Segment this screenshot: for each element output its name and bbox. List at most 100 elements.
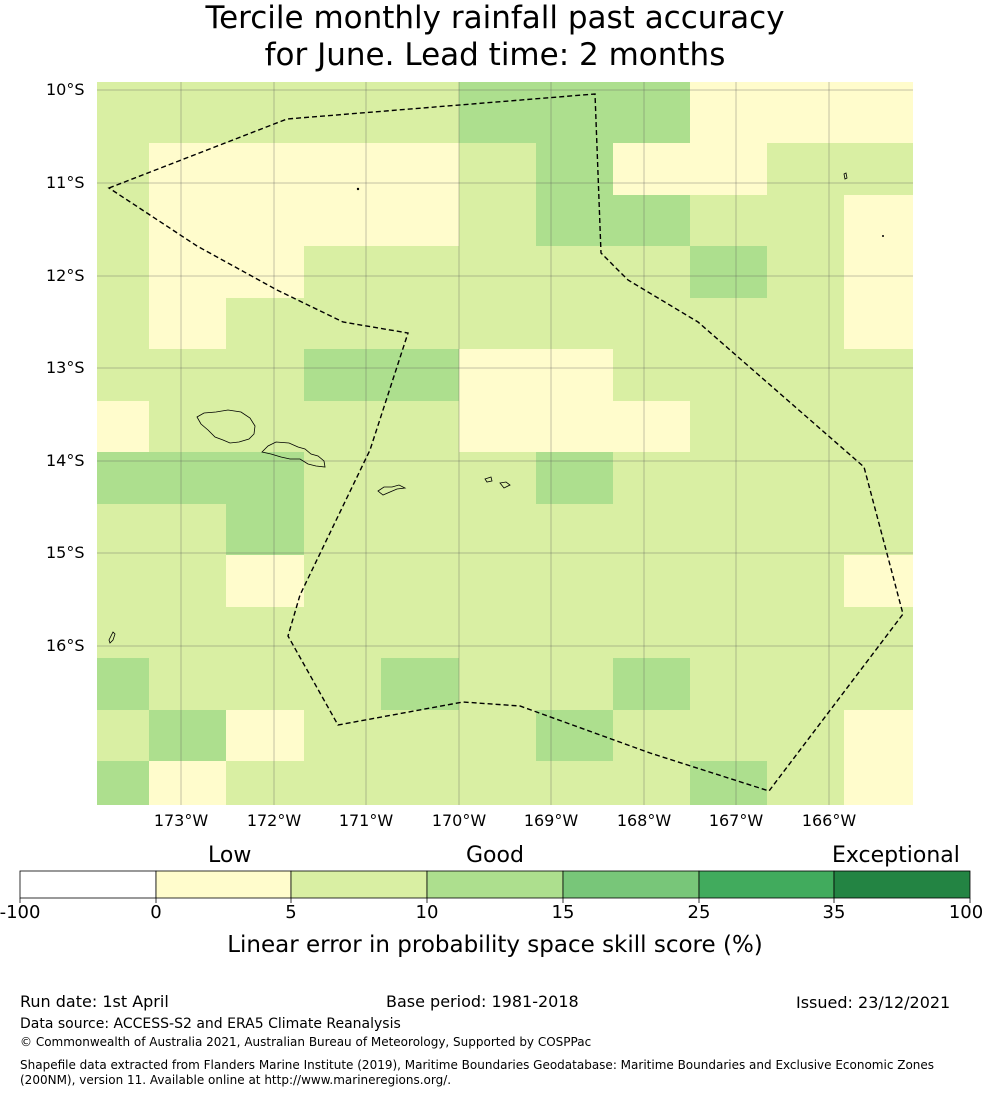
lat-label-13s: 13°S: [46, 358, 85, 377]
grid-cell: [459, 710, 536, 761]
grid-cell: [226, 246, 304, 298]
lon-label-169w: 169°W: [523, 811, 579, 830]
colorbar-segment: [562, 870, 700, 899]
colorbar-category-exceptional: Exceptional: [832, 843, 960, 868]
grid-cell: [613, 658, 690, 710]
grid-cell: [226, 195, 304, 246]
lon-label-171w: 171°W: [338, 811, 394, 830]
grid-cell: [226, 710, 304, 761]
island-upolu: [261, 441, 326, 468]
grid-cell: [536, 555, 613, 607]
skill-grid: [97, 82, 913, 805]
grid-cell: [226, 607, 304, 658]
grid-cell: [690, 246, 767, 298]
grid-cell: [459, 349, 536, 401]
grid-cell: [97, 555, 149, 607]
grid-cell: [97, 349, 149, 401]
grid-cell: [381, 607, 459, 658]
grid-cell: [149, 761, 226, 805]
lon-label-172w: 172°W: [246, 811, 302, 830]
grid-cell: [844, 452, 913, 504]
grid-cell: [844, 555, 913, 607]
grid-cell: [613, 349, 690, 401]
grid-cell: [304, 298, 381, 349]
colorbar-segment: [19, 870, 157, 899]
colorbar-tick-label: -100: [0, 902, 41, 923]
title-line-1: Tercile monthly rainfall past accuracy: [205, 0, 785, 36]
lat-label-16s: 16°S: [46, 636, 85, 655]
grid-cell: [844, 82, 913, 143]
grid-cell: [97, 452, 149, 504]
grid-cell: [304, 504, 381, 555]
colorbar-tick-label: 5: [285, 902, 297, 923]
grid-cell: [613, 143, 690, 195]
grid-cell: [690, 349, 767, 401]
grid-cell: [381, 82, 459, 143]
lat-label-11s: 11°S: [46, 173, 85, 192]
grid-cell: [536, 195, 613, 246]
grid-cell: [304, 401, 381, 452]
grid-cell: [149, 401, 226, 452]
grid-cell: [304, 349, 381, 401]
grid-cell: [536, 298, 613, 349]
lon-label-166w: 166°W: [801, 811, 857, 830]
grid-cell: [459, 452, 536, 504]
grid-cell: [381, 298, 459, 349]
colorbar-segment: [833, 870, 971, 899]
grid-cell: [381, 195, 459, 246]
grid-cell: [767, 246, 844, 298]
grid-cell: [149, 658, 226, 710]
grid-cell: [767, 710, 844, 761]
colorbar-segment: [290, 870, 428, 899]
colorbar-tick-label: 0: [150, 902, 162, 923]
grid-cell: [304, 246, 381, 298]
grid-cell: [381, 246, 459, 298]
grid-cell: [536, 401, 613, 452]
grid-cell: [97, 401, 149, 452]
grid-cell: [149, 504, 226, 555]
grid-cell: [304, 658, 381, 710]
eez-boundary: [107, 93, 904, 792]
colorbar-category-low: Low: [208, 843, 252, 868]
grid-cell: [226, 504, 304, 555]
grid-cell: [97, 504, 149, 555]
colorbar-tick-label: 15: [551, 902, 575, 923]
colorbar-ticks: [19, 898, 971, 903]
grid-cell: [690, 452, 767, 504]
grid-cell: [304, 143, 381, 195]
island-tau: [499, 481, 511, 489]
grid-cell: [459, 195, 536, 246]
colorbar-tick-label: 35: [822, 902, 846, 923]
shapefile-credit-line-2: (200NM), version 11. Available online at…: [20, 1073, 452, 1087]
grid-cell: [690, 658, 767, 710]
grid-cell: [226, 555, 304, 607]
grid-cell: [226, 298, 304, 349]
grid-cell: [149, 452, 226, 504]
grid-cell: [149, 349, 226, 401]
colorbar-tick-label: 100: [948, 902, 984, 923]
grid-cell: [613, 82, 690, 143]
lat-label-15s: 15°S: [46, 543, 85, 562]
grid-cell: [459, 555, 536, 607]
grid-cell: [613, 504, 690, 555]
colorbar: [19, 870, 971, 899]
lon-label-173w: 173°W: [153, 811, 209, 830]
grid-cell: [613, 555, 690, 607]
grid-cell: [381, 143, 459, 195]
lon-label-170w: 170°W: [431, 811, 487, 830]
grid-cell: [844, 504, 913, 555]
island-ofu: [484, 476, 493, 483]
grid-cell: [459, 607, 536, 658]
grid-cell: [97, 658, 149, 710]
grid-cell: [304, 607, 381, 658]
grid-cell: [459, 658, 536, 710]
island-tokelau: [843, 172, 848, 180]
title-line-2: for June. Lead time: 2 months: [264, 37, 726, 73]
grid-cell: [536, 710, 613, 761]
grid-cell: [767, 349, 844, 401]
grid-cell: [459, 246, 536, 298]
grid-cell: [381, 555, 459, 607]
grid-cell: [536, 658, 613, 710]
grid-cell: [381, 401, 459, 452]
island-swains: [356, 187, 360, 191]
